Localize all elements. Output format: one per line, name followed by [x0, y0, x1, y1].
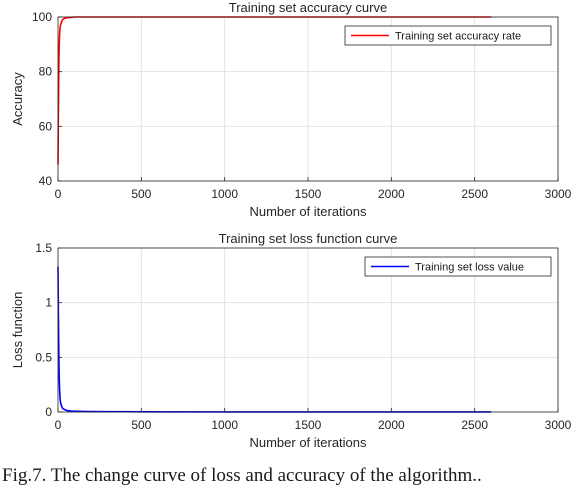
x-tick-label: 3000: [545, 187, 572, 201]
x-tick-label: 0: [55, 187, 62, 201]
loss-chart: 0 500 1000 1500 2000 2500 3000 0 0.5 1 1.5 Training…: [10, 231, 572, 450]
x-tick-label: 1500: [295, 187, 322, 201]
y-tick-label: 100: [32, 10, 52, 24]
y-tick-label: 80: [39, 65, 53, 79]
legend-label: Training set accuracy rate: [395, 31, 521, 43]
figure: 0 500 1000 1500 2000 2500 3000406080100Trainin…: [10, 0, 572, 450]
x-axis-label: Number of iterations: [249, 435, 367, 450]
legend-box: [344, 25, 552, 46]
y-tick-label: 1.5: [35, 241, 52, 255]
y-axis-label: Accuracy: [10, 72, 25, 126]
y-axis-label: Loss function: [10, 292, 25, 369]
x-tick-label: 1000: [211, 418, 238, 432]
x-axis-label: Number of iterations: [249, 204, 367, 219]
chart-title: Training set accuracy curve: [229, 0, 387, 15]
y-tick-label: 0.5: [35, 350, 52, 364]
legend-label: Training set loss value: [415, 262, 524, 274]
x-tick-label: 2000: [378, 187, 405, 201]
x-tick-label: 0: [55, 418, 62, 432]
chart-title: Training set loss function curve: [219, 231, 398, 246]
figure-caption: Fig.7. The change curve of loss and accu…: [2, 465, 482, 486]
x-tick-label: 1000: [211, 187, 238, 201]
x-tick-label: 1500: [295, 418, 322, 432]
y-tick-label: 0: [45, 405, 52, 419]
x-tick-label: 500: [131, 418, 151, 432]
x-tick-label: 3000: [545, 418, 572, 432]
x-tick-label: 2000: [378, 418, 405, 432]
y-tick-label: 60: [39, 119, 53, 133]
y-tick-label: 1: [45, 296, 52, 310]
y-tick-label: 40: [39, 174, 53, 188]
legend-box: [364, 256, 552, 277]
x-tick-label: 2500: [461, 187, 488, 201]
accuracy-chart: 0 500 1000 1500 2000 2500 3000 40 60 80 100 Trainin…: [10, 0, 572, 219]
x-tick-label: 500: [131, 187, 151, 201]
x-tick-label: 2500: [461, 418, 488, 432]
